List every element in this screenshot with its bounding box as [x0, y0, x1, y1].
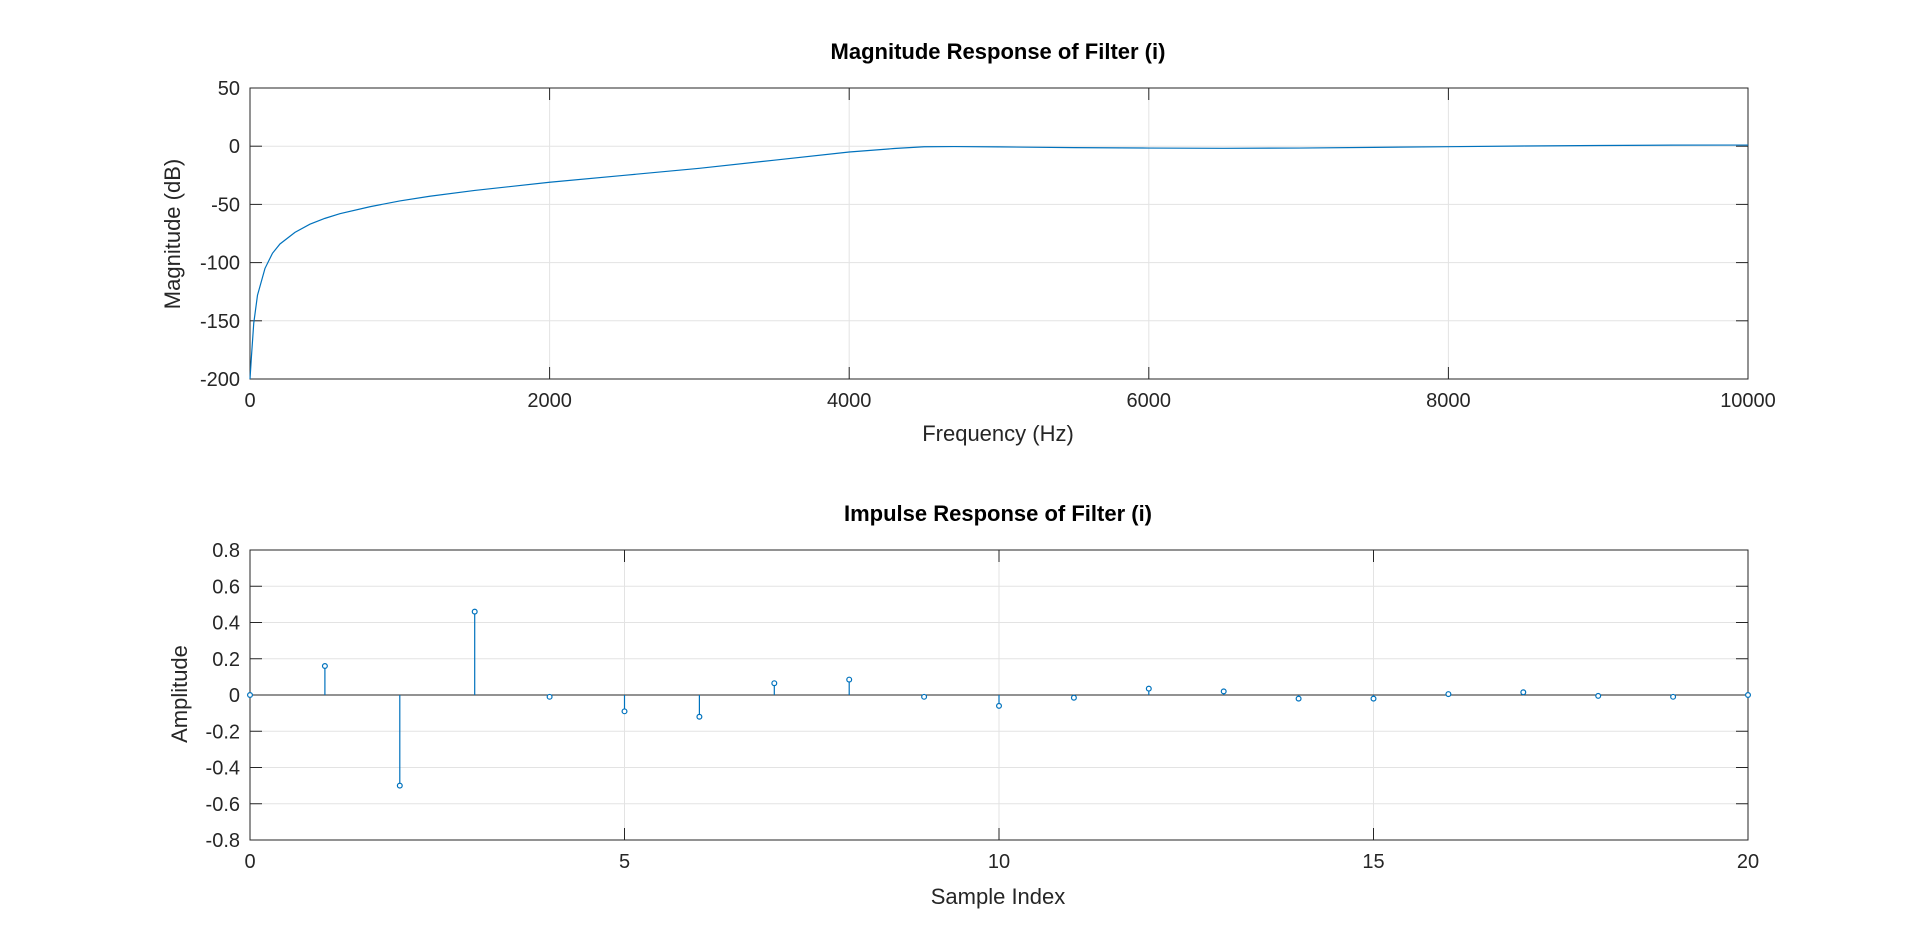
impulse-stem-marker — [921, 693, 928, 700]
magnitude-y-tick-label: 50 — [218, 78, 240, 100]
impulse-stem-marker — [995, 702, 1002, 709]
magnitude-y-tick-label: -50 — [211, 194, 240, 216]
impulse-y-tick-label: 0.8 — [212, 540, 240, 562]
impulse-stem-marker — [771, 680, 778, 687]
impulse-stem-marker — [1445, 691, 1452, 698]
magnitude-plot-frame — [249, 87, 1749, 380]
impulse-stem-marker — [1520, 689, 1527, 696]
impulse-stem-marker — [621, 708, 628, 715]
impulse-stem-marker — [1220, 688, 1227, 695]
magnitude-series-line — [249, 144, 1749, 380]
impulse-stem-marker — [546, 693, 553, 700]
magnitude-y-tick-label: 0 — [229, 136, 240, 158]
impulse-stem-marker — [1295, 695, 1302, 702]
magnitude-x-tick-label: 0 — [244, 390, 255, 412]
impulse-y-tick-label: 0.2 — [212, 649, 240, 671]
magnitude-chart-title: Magnitude Response of Filter (i) — [831, 39, 1166, 64]
magnitude-x-tick-label: 2000 — [527, 390, 572, 412]
magnitude-response-axes: Magnitude Response of Filter (i) 0 2000 40… — [160, 39, 1776, 446]
impulse-stem-marker — [1670, 693, 1677, 700]
magnitude-x-tick-label: 4000 — [827, 390, 872, 412]
impulse-x-tick-label: 15 — [1362, 851, 1384, 873]
impulse-stem-marker — [1145, 685, 1152, 692]
impulse-stem-marker — [471, 608, 478, 615]
impulse-x-tick-label: 5 — [619, 851, 630, 873]
impulse-y-tick-label: 0 — [229, 685, 240, 707]
impulse-chart-title: Impulse Response of Filter (i) — [844, 501, 1152, 526]
impulse-y-tick-label: -0.4 — [206, 758, 240, 780]
magnitude-x-tick-label: 10000 — [1720, 390, 1776, 412]
impulse-x-axis-label: Sample Index — [931, 884, 1066, 909]
magnitude-y-tick-label: -200 — [200, 369, 240, 391]
impulse-stem-marker — [1070, 694, 1077, 701]
impulse-x-tick-label: 0 — [244, 851, 255, 873]
magnitude-x-tick-label: 8000 — [1426, 390, 1471, 412]
magnitude-y-tick-label: -100 — [200, 253, 240, 275]
impulse-y-tick-label: 0.4 — [212, 613, 240, 635]
impulse-x-tick-label: 20 — [1737, 851, 1759, 873]
impulse-stem-marker — [321, 662, 328, 669]
impulse-x-tick-label: 10 — [988, 851, 1010, 873]
impulse-stem-marker — [846, 676, 853, 683]
impulse-stem-marker — [1744, 691, 1751, 698]
impulse-response-axes: Impulse Response of Filter (i) 0 5 10 15 20 -… — [167, 501, 1759, 909]
impulse-y-tick-label: -0.6 — [206, 794, 240, 816]
magnitude-x-axis-label: Frequency (Hz) — [922, 421, 1074, 446]
magnitude-y-axis-label: Magnitude (dB) — [160, 159, 185, 309]
magnitude-y-tick-label: -150 — [200, 311, 240, 333]
impulse-stem-marker — [1595, 692, 1602, 699]
impulse-y-tick-label: 0.6 — [212, 576, 240, 598]
impulse-stem-marker — [1370, 695, 1377, 702]
impulse-y-axis-label: Amplitude — [167, 645, 192, 743]
impulse-stem-marker — [696, 713, 703, 720]
impulse-stem-marker — [247, 691, 254, 698]
impulse-y-tick-label: -0.2 — [206, 721, 240, 743]
impulse-y-tick-label: -0.8 — [206, 830, 240, 852]
impulse-stem-marker — [396, 782, 403, 789]
magnitude-x-tick-label: 6000 — [1127, 390, 1172, 412]
